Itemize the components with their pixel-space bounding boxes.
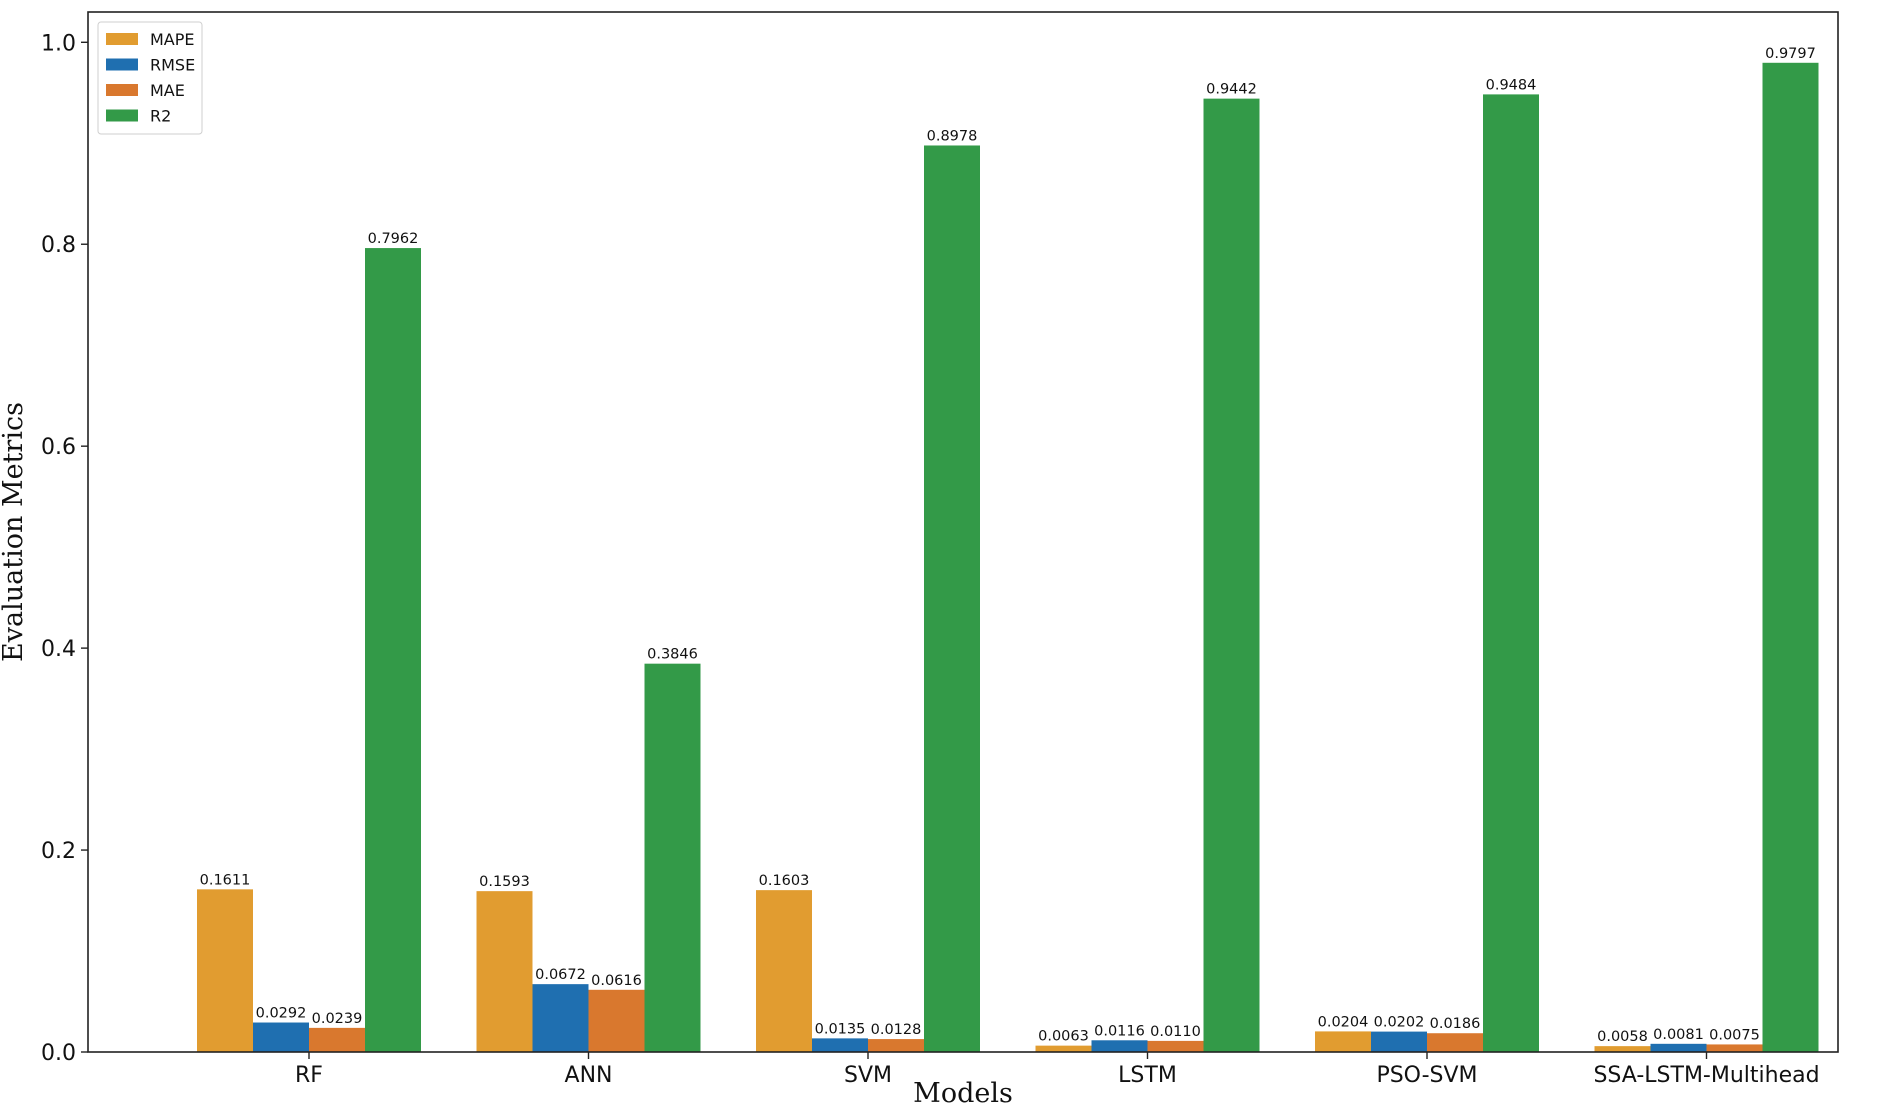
value-label-mae-svm: 0.0128 <box>871 1022 922 1038</box>
value-label-mae-ssa-lstm-multihead: 0.0075 <box>1709 1027 1760 1043</box>
legend-label-mae: MAE <box>150 81 185 100</box>
y-tick-label: 0.0 <box>41 1041 76 1066</box>
y-axis-title: Evaluation Metrics <box>0 402 29 662</box>
value-label-rmse-pso-svm: 0.0202 <box>1374 1015 1425 1031</box>
plot-frame <box>87 11 1839 1053</box>
value-label-mae-rf: 0.0239 <box>312 1011 363 1027</box>
value-label-r2-svm: 0.8978 <box>927 128 978 144</box>
bar-r2-ssa-lstm-multihead <box>1762 62 1819 1053</box>
value-label-mape-pso-svm: 0.0204 <box>1318 1014 1369 1030</box>
bar-mae-svm <box>868 1039 924 1052</box>
bar-mae-lstm <box>1147 1040 1204 1052</box>
y-axis: 0.0 0.2 0.4 0.6 0.8 1.0 <box>41 31 88 1066</box>
value-label-mape-rf: 0.1611 <box>200 872 251 888</box>
bar-mae-pso-svm <box>1427 1033 1483 1052</box>
bar-mape-ssa-lstm-multihead <box>1594 1046 1651 1052</box>
legend-swatch-r2 <box>106 109 138 122</box>
value-label-mape-ann: 0.1593 <box>479 874 530 890</box>
bar-mape-pso-svm <box>1315 1031 1371 1052</box>
x-tick-label: ANN <box>565 1063 613 1088</box>
value-label-rmse-lstm: 0.0116 <box>1094 1023 1145 1039</box>
value-label-mape-lstm: 0.0063 <box>1038 1029 1089 1045</box>
bar-rmse-ann <box>532 984 589 1052</box>
value-label-mae-pso-svm: 0.0186 <box>1430 1016 1481 1032</box>
value-label-rmse-rf: 0.0292 <box>256 1006 307 1022</box>
bar-rmse-pso-svm <box>1371 1031 1427 1052</box>
value-label-r2-ann: 0.3846 <box>647 647 698 663</box>
bar-mape-svm <box>756 890 812 1052</box>
bar-r2-lstm <box>1203 98 1260 1052</box>
value-label-rmse-svm: 0.0135 <box>815 1021 866 1037</box>
legend-label-rmse: RMSE <box>150 56 195 75</box>
bar-rmse-rf <box>253 1022 309 1052</box>
legend-swatch-mape <box>106 33 138 45</box>
legend-box <box>97 21 203 135</box>
value-label-rmse-ann: 0.0672 <box>535 967 586 983</box>
value-label-mape-svm: 0.1603 <box>759 873 810 889</box>
bar-rmse-svm <box>812 1038 868 1052</box>
bar-mae-rf <box>309 1027 365 1052</box>
legend-label-mape: MAPE <box>150 30 195 49</box>
legend-swatch-rmse <box>106 58 138 71</box>
bar-rmse-ssa-lstm-multihead <box>1650 1043 1707 1052</box>
x-axis: RF ANN SVM LSTM PSO-SVM SSA-LSTM-Multihead <box>295 1052 1820 1088</box>
value-labels-layer: 0.1611 0.0292 0.0239 0.7962 0.1593 0.0672 0.06… <box>200 46 1816 1045</box>
bar-mape-lstm <box>1035 1045 1092 1052</box>
x-tick-label: PSO-SVM <box>1376 1063 1477 1088</box>
y-tick-label: 0.8 <box>41 233 76 258</box>
x-tick-label: LSTM <box>1118 1063 1177 1088</box>
bar-mae-ssa-lstm-multihead <box>1706 1044 1763 1052</box>
bar-r2-svm <box>924 145 980 1053</box>
bar-mae-ann <box>588 989 645 1052</box>
value-label-rmse-ssa-lstm-multihead: 0.0081 <box>1653 1027 1704 1043</box>
bars-layer <box>197 62 1819 1053</box>
value-label-r2-lstm: 0.9442 <box>1206 82 1257 98</box>
x-tick-label: SSA-LSTM-Multihead <box>1593 1063 1819 1088</box>
y-tick-label: 1.0 <box>41 31 76 56</box>
bar-r2-rf <box>365 248 421 1052</box>
x-axis-title: Models <box>913 1078 1013 1109</box>
bar-mape-rf <box>197 889 253 1052</box>
x-tick-label: RF <box>295 1063 323 1088</box>
y-tick-label: 0.4 <box>41 637 76 662</box>
legend: MAPE RMSE MAE R2 <box>97 21 203 135</box>
x-tick-label: SVM <box>844 1063 892 1088</box>
value-label-r2-pso-svm: 0.9484 <box>1486 77 1537 93</box>
value-label-r2-ssa-lstm-multihead: 0.9797 <box>1765 46 1816 62</box>
bar-r2-ann <box>644 663 701 1052</box>
value-label-mae-ann: 0.0616 <box>591 973 642 989</box>
y-tick-label: 0.6 <box>41 435 76 460</box>
value-label-r2-rf: 0.7962 <box>368 231 419 247</box>
bar-r2-pso-svm <box>1483 94 1539 1052</box>
legend-swatch-mae <box>106 84 138 96</box>
legend-label-r2: R2 <box>150 107 171 126</box>
value-label-mae-lstm: 0.0110 <box>1150 1024 1201 1040</box>
bar-rmse-lstm <box>1091 1040 1148 1052</box>
y-tick-label: 0.2 <box>41 839 76 864</box>
bar-mape-ann <box>476 891 533 1052</box>
value-label-mape-ssa-lstm-multihead: 0.0058 <box>1597 1029 1648 1045</box>
